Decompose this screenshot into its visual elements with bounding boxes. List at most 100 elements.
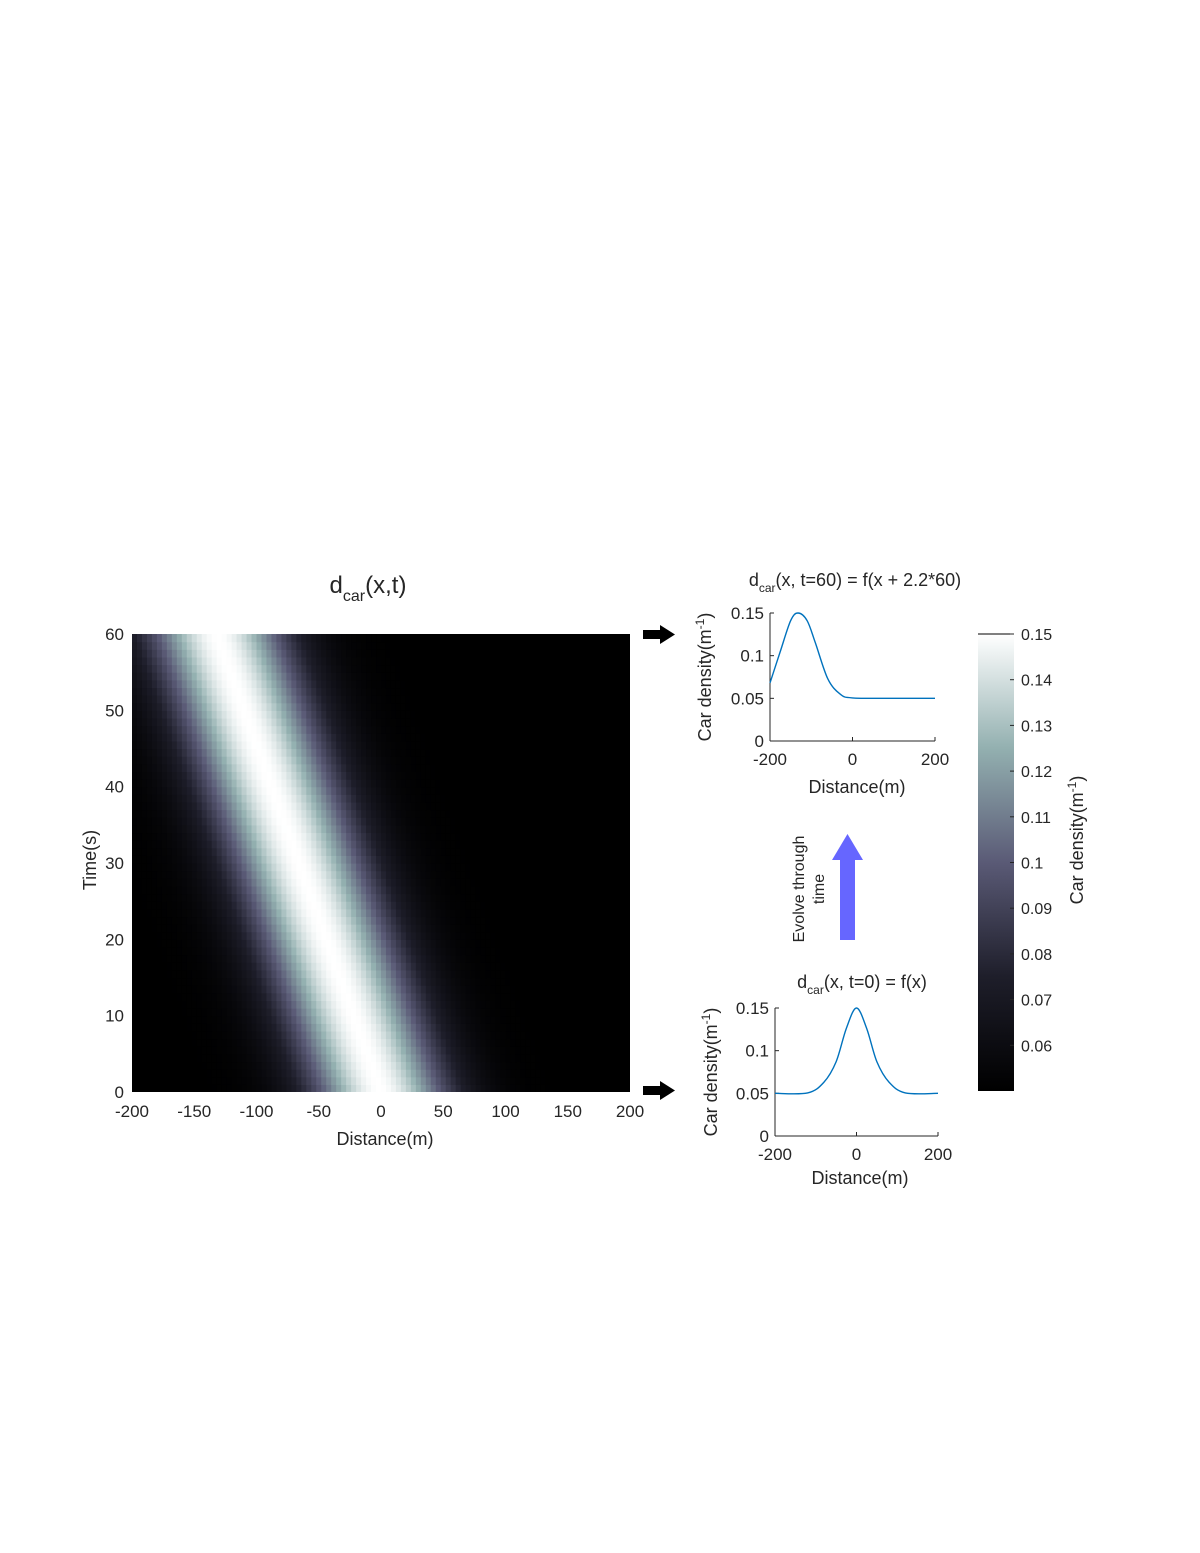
heatmap-cell (570, 801, 576, 811)
heatmap-cell (455, 985, 462, 994)
heatmap-cell (361, 832, 367, 841)
heatmap-cell (376, 847, 382, 856)
heatmap-cell (206, 946, 213, 956)
heatmap-cell (610, 824, 616, 834)
heatmap-cell (171, 946, 178, 956)
heatmap-cell (266, 1069, 273, 1078)
heatmap-cell (490, 733, 497, 742)
heatmap-cell (181, 924, 188, 933)
heatmap-cell (186, 969, 193, 979)
heatmap-cell (356, 893, 362, 902)
heatmap-cell (440, 748, 447, 757)
heatmap-cell (400, 763, 407, 772)
heatmap-cell (241, 710, 248, 719)
heatmap-cell (620, 939, 626, 948)
heatmap-cell (366, 1046, 372, 1055)
heatmap-cell (395, 733, 402, 742)
heatmap-cell (440, 717, 447, 727)
heatmap-cell (261, 969, 268, 979)
heatmap-cell (132, 756, 138, 765)
heatmap-cell (171, 863, 178, 872)
heatmap-cell (291, 710, 297, 719)
heatmap-cell (610, 939, 616, 948)
heatmap-cell (600, 939, 606, 948)
heatmap-cell (445, 977, 452, 986)
heatmap-cell (271, 725, 278, 734)
heatmap-cell (336, 931, 342, 940)
heatmap-cell (301, 1015, 307, 1024)
heatmap-cell (261, 1076, 268, 1085)
heatmap-cell (181, 969, 188, 979)
heatmap-cell (525, 1030, 531, 1040)
heatmap-cell (366, 794, 372, 803)
heatmap-cell (505, 901, 512, 910)
heatmap-cell (430, 908, 437, 918)
heatmap-cell (600, 901, 606, 910)
heatmap-cell (236, 992, 243, 1001)
heatmap-cell (560, 893, 566, 902)
heatmap-cell (415, 908, 422, 918)
heatmap-cell (226, 1046, 233, 1055)
heatmap-cell (211, 855, 218, 864)
heatmap-cell (231, 786, 238, 795)
heatmap-cell (495, 740, 502, 750)
heatmap-cell (311, 733, 317, 742)
heatmap-cell (271, 863, 278, 872)
heatmap-cell (331, 1023, 337, 1032)
heatmap-cell (575, 969, 581, 979)
heatmap-cell (600, 969, 606, 979)
heatmap-cell (346, 924, 352, 933)
heatmap-cell (366, 1038, 372, 1047)
heatmap-cell (465, 801, 472, 811)
heatmap-cell (450, 801, 457, 811)
heatmap-cell (326, 946, 332, 956)
heatmap-cell (410, 870, 417, 879)
heatmap-cell (376, 786, 382, 795)
heatmap-cell (505, 863, 512, 872)
heatmap-cell (485, 1030, 492, 1040)
heatmap-cell (326, 893, 332, 902)
heatmap-cell (615, 878, 621, 887)
heatmap-cell (420, 908, 427, 918)
heatmap-cell (535, 1046, 541, 1055)
heatmap-cell (540, 885, 546, 895)
heatmap-cell (281, 771, 287, 780)
heatmap-cell (500, 931, 507, 940)
heatmap-cell (550, 969, 556, 979)
heatmap-cell (216, 1084, 223, 1092)
heatmap-cell (261, 863, 268, 872)
heatmap-cell (525, 847, 531, 856)
heatmap-cell (276, 863, 282, 872)
heatmap-cell (500, 1023, 507, 1032)
heatmap-cell (520, 786, 527, 795)
heatmap-cell (186, 863, 193, 872)
heatmap-cell (495, 977, 502, 986)
heatmap-cell (480, 885, 487, 895)
heatmap-cell (201, 1015, 208, 1024)
heatmap-cell (301, 794, 307, 803)
heatmap-cell (460, 725, 467, 734)
heatmap-cell (361, 878, 367, 887)
heatmap-cell (226, 1038, 233, 1047)
heatmap-cell (231, 1053, 238, 1063)
heatmap-cell (331, 748, 337, 757)
heatmap-cell (435, 1053, 442, 1063)
heatmap-cell (490, 885, 497, 895)
heatmap-cell (485, 771, 492, 780)
heatmap-cell (366, 763, 372, 772)
heatmap-cell (236, 1030, 243, 1040)
heatmap-cell (480, 931, 487, 940)
heatmap-cell (515, 1053, 522, 1063)
heatmap-cell (385, 893, 392, 902)
heatmap-cell (405, 939, 412, 948)
heatmap-cell (161, 748, 168, 757)
heatmap-cell (171, 740, 178, 750)
heatmap-cell (221, 1000, 228, 1009)
heatmap-cell (351, 939, 357, 948)
heatmap-cell (241, 817, 248, 826)
heatmap-cell (381, 786, 387, 795)
heatmap-cell (241, 931, 248, 940)
heatmap-cell (620, 733, 626, 742)
heatmap-cell (271, 1069, 278, 1078)
heatmap-cell (555, 794, 561, 803)
